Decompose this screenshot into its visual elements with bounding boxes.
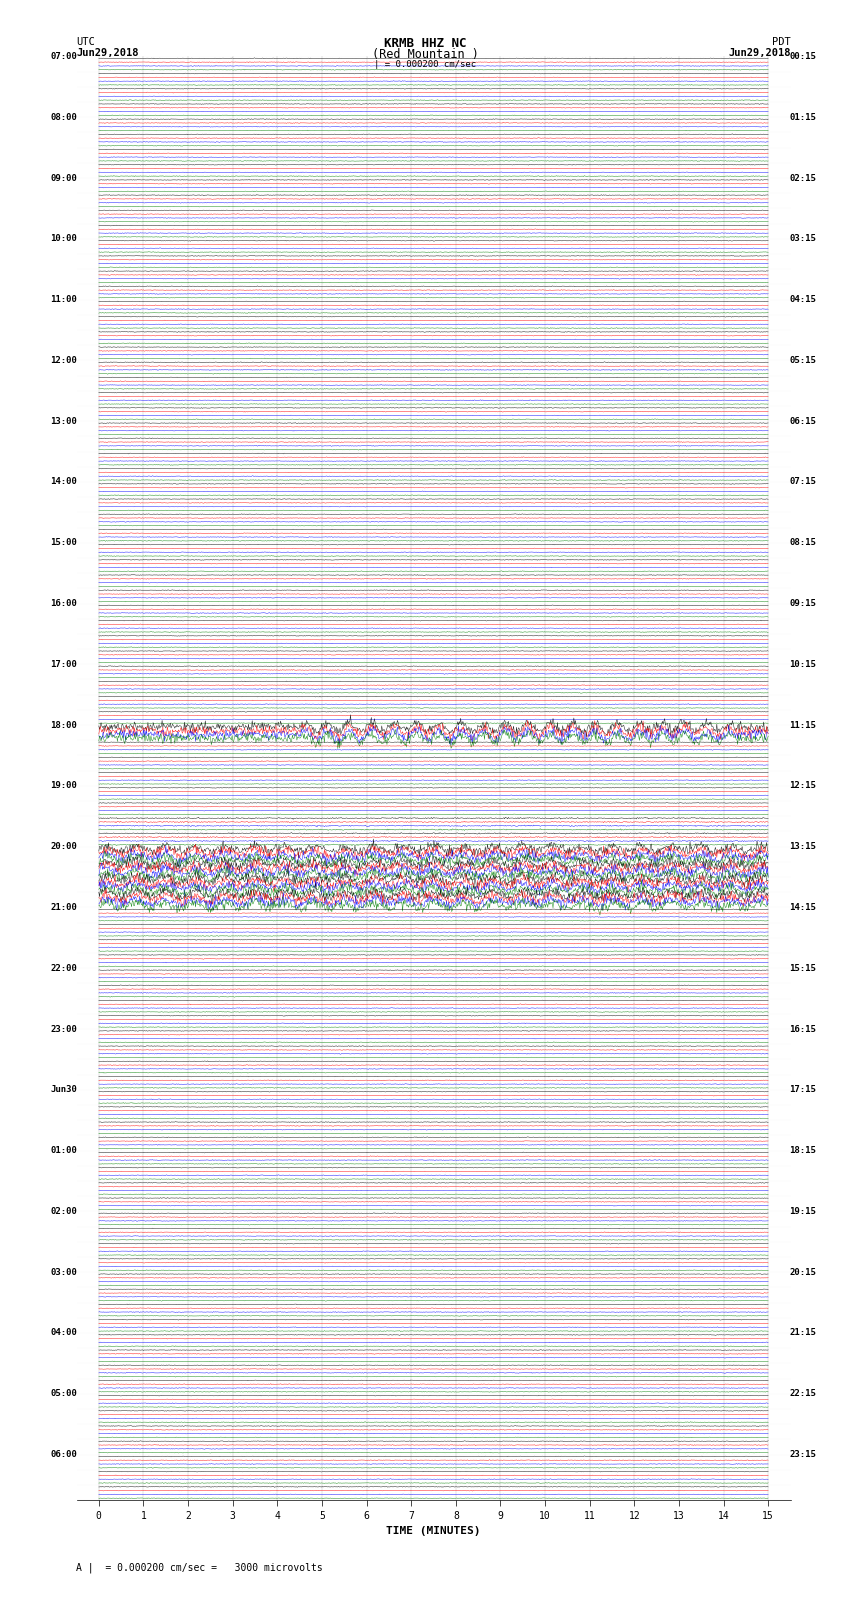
Text: | = 0.000200 cm/sec: | = 0.000200 cm/sec	[374, 60, 476, 69]
Text: 11:00: 11:00	[50, 295, 77, 305]
Text: Jun29,2018: Jun29,2018	[76, 48, 139, 58]
Text: 05:15: 05:15	[790, 356, 817, 365]
Text: Jun30: Jun30	[50, 1086, 77, 1094]
Text: 10:15: 10:15	[790, 660, 817, 669]
Text: Jun29,2018: Jun29,2018	[728, 48, 791, 58]
Text: (Red Mountain ): (Red Mountain )	[371, 48, 479, 61]
Text: 14:00: 14:00	[50, 477, 77, 487]
Text: 02:15: 02:15	[790, 174, 817, 182]
Text: 18:15: 18:15	[790, 1147, 817, 1155]
Text: 22:15: 22:15	[790, 1389, 817, 1398]
Text: 15:00: 15:00	[50, 539, 77, 547]
Text: 05:00: 05:00	[50, 1389, 77, 1398]
Text: 13:15: 13:15	[790, 842, 817, 852]
Text: 18:00: 18:00	[50, 721, 77, 729]
Text: 09:00: 09:00	[50, 174, 77, 182]
Text: 01:00: 01:00	[50, 1147, 77, 1155]
Text: 16:15: 16:15	[790, 1024, 817, 1034]
Text: 16:00: 16:00	[50, 598, 77, 608]
Text: 20:15: 20:15	[790, 1268, 817, 1276]
Text: 22:00: 22:00	[50, 963, 77, 973]
Text: 23:15: 23:15	[790, 1450, 817, 1460]
Text: 19:00: 19:00	[50, 781, 77, 790]
Text: 08:00: 08:00	[50, 113, 77, 121]
Text: 02:00: 02:00	[50, 1207, 77, 1216]
Text: 00:15: 00:15	[790, 52, 817, 61]
Text: A |  = 0.000200 cm/sec =   3000 microvolts: A | = 0.000200 cm/sec = 3000 microvolts	[76, 1561, 323, 1573]
Text: 11:15: 11:15	[790, 721, 817, 729]
Text: 13:00: 13:00	[50, 416, 77, 426]
Text: 21:00: 21:00	[50, 903, 77, 911]
Text: UTC: UTC	[76, 37, 95, 47]
Text: 17:15: 17:15	[790, 1086, 817, 1094]
Text: 12:00: 12:00	[50, 356, 77, 365]
Text: 19:15: 19:15	[790, 1207, 817, 1216]
Text: 12:15: 12:15	[790, 781, 817, 790]
Text: 09:15: 09:15	[790, 598, 817, 608]
Text: 17:00: 17:00	[50, 660, 77, 669]
Text: 14:15: 14:15	[790, 903, 817, 911]
Text: 04:15: 04:15	[790, 295, 817, 305]
Text: 21:15: 21:15	[790, 1329, 817, 1337]
Text: 15:15: 15:15	[790, 963, 817, 973]
Text: 07:00: 07:00	[50, 52, 77, 61]
Text: 06:15: 06:15	[790, 416, 817, 426]
Text: 20:00: 20:00	[50, 842, 77, 852]
Text: 01:15: 01:15	[790, 113, 817, 121]
Text: 03:00: 03:00	[50, 1268, 77, 1276]
Text: 08:15: 08:15	[790, 539, 817, 547]
Text: 23:00: 23:00	[50, 1024, 77, 1034]
X-axis label: TIME (MINUTES): TIME (MINUTES)	[386, 1526, 481, 1536]
Text: 07:15: 07:15	[790, 477, 817, 487]
Text: 10:00: 10:00	[50, 234, 77, 244]
Text: 06:00: 06:00	[50, 1450, 77, 1460]
Text: KRMB HHZ NC: KRMB HHZ NC	[383, 37, 467, 50]
Text: 04:00: 04:00	[50, 1329, 77, 1337]
Text: 03:15: 03:15	[790, 234, 817, 244]
Text: PDT: PDT	[772, 37, 791, 47]
